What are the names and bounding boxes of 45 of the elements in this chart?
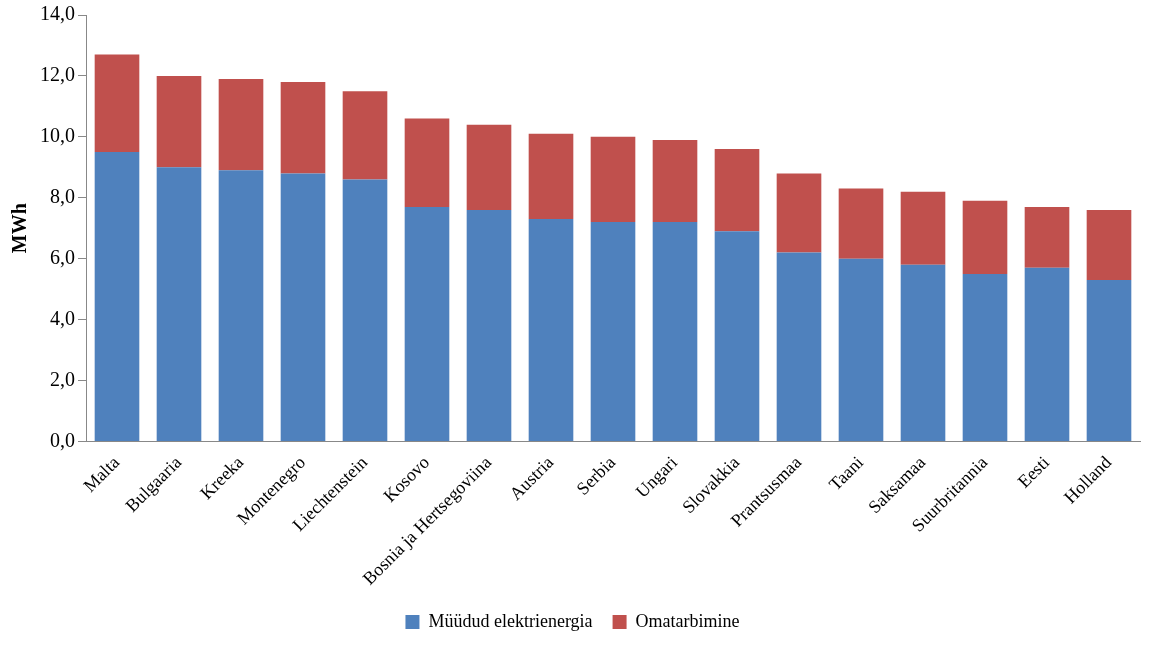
legend-label: Omatarbimine	[635, 610, 740, 631]
y-tick-label: 0,0	[50, 428, 75, 451]
bar	[590, 222, 636, 441]
bar	[590, 136, 636, 223]
bar	[156, 75, 202, 168]
bar	[466, 124, 512, 210]
bar	[156, 167, 202, 441]
bar	[280, 173, 326, 441]
bar	[652, 222, 698, 441]
bar	[652, 139, 698, 223]
bar	[1024, 267, 1070, 441]
bar	[714, 231, 760, 441]
bar	[1086, 209, 1132, 280]
bar	[1086, 279, 1132, 441]
y-tick-label: 6,0	[50, 245, 75, 268]
bar	[218, 78, 264, 171]
bar	[528, 219, 574, 441]
bar	[838, 188, 884, 259]
bar	[714, 149, 760, 232]
bar	[962, 273, 1008, 441]
y-tick-label: 12,0	[40, 63, 75, 86]
bar	[900, 264, 946, 441]
bar	[1024, 206, 1070, 268]
bar	[962, 200, 1008, 274]
bar	[94, 54, 140, 153]
bar	[776, 173, 822, 253]
legend-label: Müüdud elektrienergia	[428, 610, 593, 631]
y-axis-title: MWh	[8, 203, 31, 254]
bar	[838, 258, 884, 441]
bar	[342, 179, 388, 441]
y-tick-label: 4,0	[50, 306, 75, 329]
bar	[466, 209, 512, 441]
bar	[404, 118, 450, 207]
y-tick-label: 10,0	[40, 124, 75, 147]
y-tick-label: 8,0	[50, 185, 75, 207]
y-tick-label: 2,0	[50, 367, 75, 390]
bar	[528, 133, 574, 220]
bar	[218, 170, 264, 441]
bar	[94, 152, 140, 441]
y-tick-label: 14,0	[40, 2, 75, 25]
bar	[776, 252, 822, 441]
bar	[404, 206, 450, 441]
bar	[280, 82, 326, 174]
bar	[342, 91, 388, 180]
bar	[900, 191, 946, 265]
